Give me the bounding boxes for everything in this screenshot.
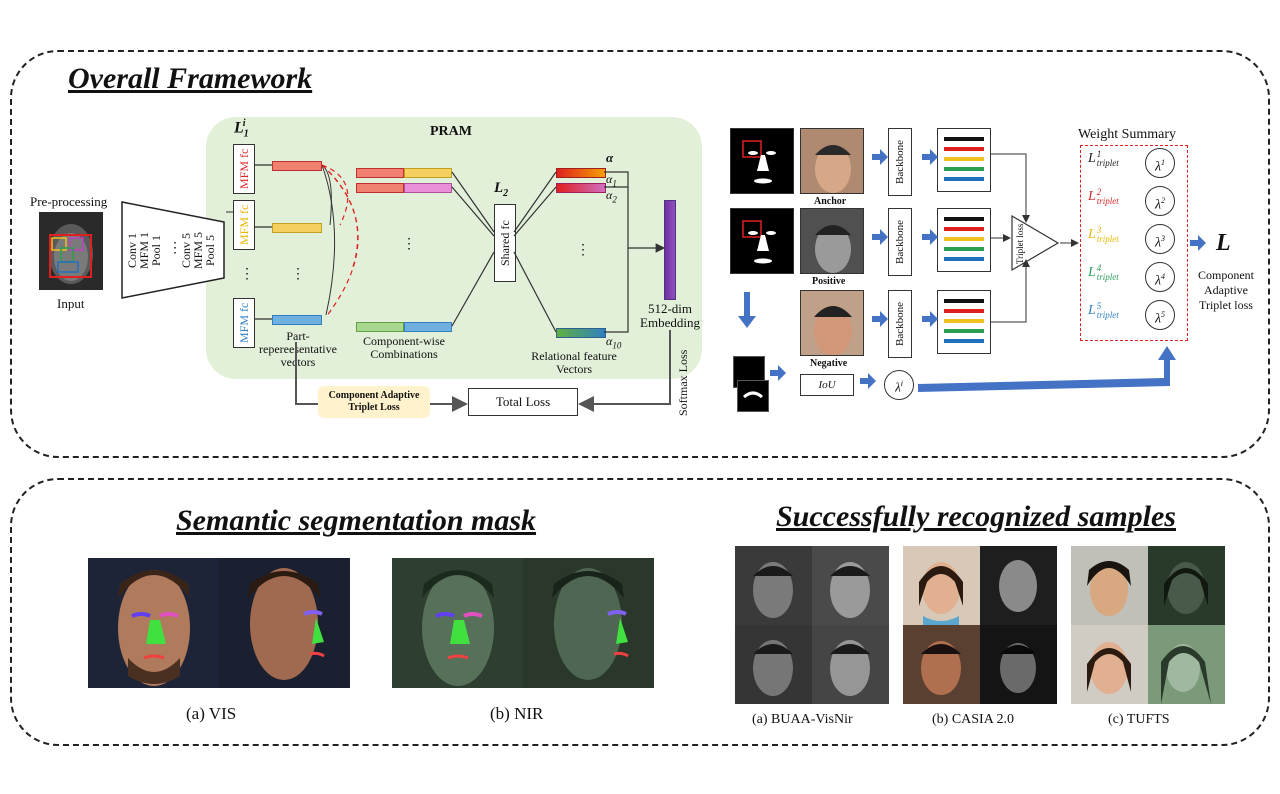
triplet-loss-term-1: L1 triplet [1088,149,1119,168]
mfm-fc-box-yellow: MFM fc [233,200,255,250]
vis-segmentation-image [88,558,350,688]
feature-stripes-anchor [937,128,991,192]
casia-samples-grid [903,546,1057,704]
positive-label: Positive [812,276,846,287]
l1-loss-label: L1i [234,118,249,140]
nir-caption: (b) NIR [490,704,544,723]
component-wise-label: Component-wise Combinations [363,334,445,361]
mfm-fc-box-blue: MFM fc [233,298,255,348]
input-face-image [39,212,103,290]
combo-bar-red-pink-right [404,183,452,193]
iou-mask-stack-front [737,380,769,412]
casia-caption: (b) CASIA 2.0 [932,712,1015,727]
triplet-loss-term-5: L5 triplet [1088,301,1119,320]
overall-framework-panel [10,50,1270,458]
alpha10-label: α10 [606,334,622,351]
relational-vector-alpha1 [556,183,606,193]
combo-bar-red-yellow-left [356,168,404,178]
input-label: Input [57,296,85,311]
weight-summary-box [1080,145,1188,341]
part-vector-ellipsis: ⋮ [291,267,305,282]
part-vectors-label: Part- repereesentative vectors [259,329,337,369]
relational-vector-alpha [556,168,606,178]
combo-ellipsis: ⋮ [402,237,416,252]
pram-label: PRAM [430,124,472,139]
combo-bar-green-blue-left [356,322,404,332]
relational-label: Relational feature Vectors [531,349,617,376]
combo-bar-green-blue-right [404,322,452,332]
part-vector-yellow [272,223,322,233]
buaa-caption: (a) BUAA-VisNir [752,712,853,727]
relational-vector-alpha10 [556,328,606,338]
combo-bar-red-pink-left [356,183,404,193]
alpha1-label: α1 [606,172,617,189]
positive-mask-image [730,208,794,274]
alpha-label: α [606,150,614,165]
iou-box: IoU [800,374,854,396]
buaa-samples-grid [735,546,889,704]
tufts-caption: (c) TUFTS [1108,712,1170,727]
triplet-loss-triangle [1011,214,1060,272]
component-adaptive-triplet-loss-box: Component Adaptive Triplet Loss [318,386,430,418]
mfm-fc-box-red: MFM fc [233,144,255,194]
total-loss-box: Total Loss [468,388,578,416]
relational-ellipsis: ⋮ [576,243,590,258]
right-flow-arrows [738,149,1206,392]
alpha2-label: α2 [606,188,617,205]
total-loss-symbol: L [1216,230,1231,256]
positive-face-image [800,208,864,274]
tufts-samples-grid [1071,546,1225,704]
anchor-face-image [800,128,864,194]
triplet-loss-term-2: L2 triplet [1088,187,1119,206]
component-adaptive-triplet-loss-label: Component Adaptive Triplet loss [1198,268,1254,312]
mfm-ellipsis: ⋮ [240,267,254,282]
negative-label: Negative [810,358,848,369]
feature-stripes-positive [937,208,991,272]
shared-fc-box: Shared fc [494,204,516,282]
overall-framework-title: Overall Framework [68,62,313,95]
weight-summary-title: Weight Summary [1078,127,1177,142]
backbone-anchor: Backbone [888,128,912,196]
vis-caption: (a) VIS [186,704,237,723]
segmentation-title: Semantic segmentation mask [176,504,537,537]
preprocessing-label: Pre-processing [30,194,108,209]
nir-segmentation-image [392,558,654,688]
bottom-panel [10,478,1270,746]
backbone-negative: Backbone [888,290,912,358]
lambda-circle-2: λ2 [1145,186,1175,216]
triplet-loss-term-3: L3 triplet [1088,225,1119,244]
l2-loss-label: L2 [494,180,509,199]
lambda-circle-3: λ3 [1145,224,1175,254]
negative-face-image [800,290,864,356]
left-connection-lines [226,164,671,412]
anchor-label: Anchor [814,196,847,207]
anchor-mask-image [730,128,794,194]
part-vector-red [272,161,322,171]
lambda-circle-1: λ1 [1145,148,1175,178]
samples-title: Successfully recognized samples [776,500,1176,533]
encoder-trapezoid [121,201,225,299]
combo-bar-red-yellow-right [404,168,452,178]
pram-background [206,117,702,379]
lambda-circle-4: λ4 [1145,262,1175,292]
lambda-i-circle: λi [884,370,914,400]
triplet-loss-term-4: L4 triplet [1088,263,1119,282]
backbone-positive: Backbone [888,208,912,276]
embedding-label: 512-dim Embedding [640,301,700,330]
encoder-ellipsis: ⋮ [168,241,182,256]
feature-stripes-negative [937,290,991,354]
part-vector-blue [272,315,322,325]
lambda-circle-5: λ5 [1145,300,1175,330]
